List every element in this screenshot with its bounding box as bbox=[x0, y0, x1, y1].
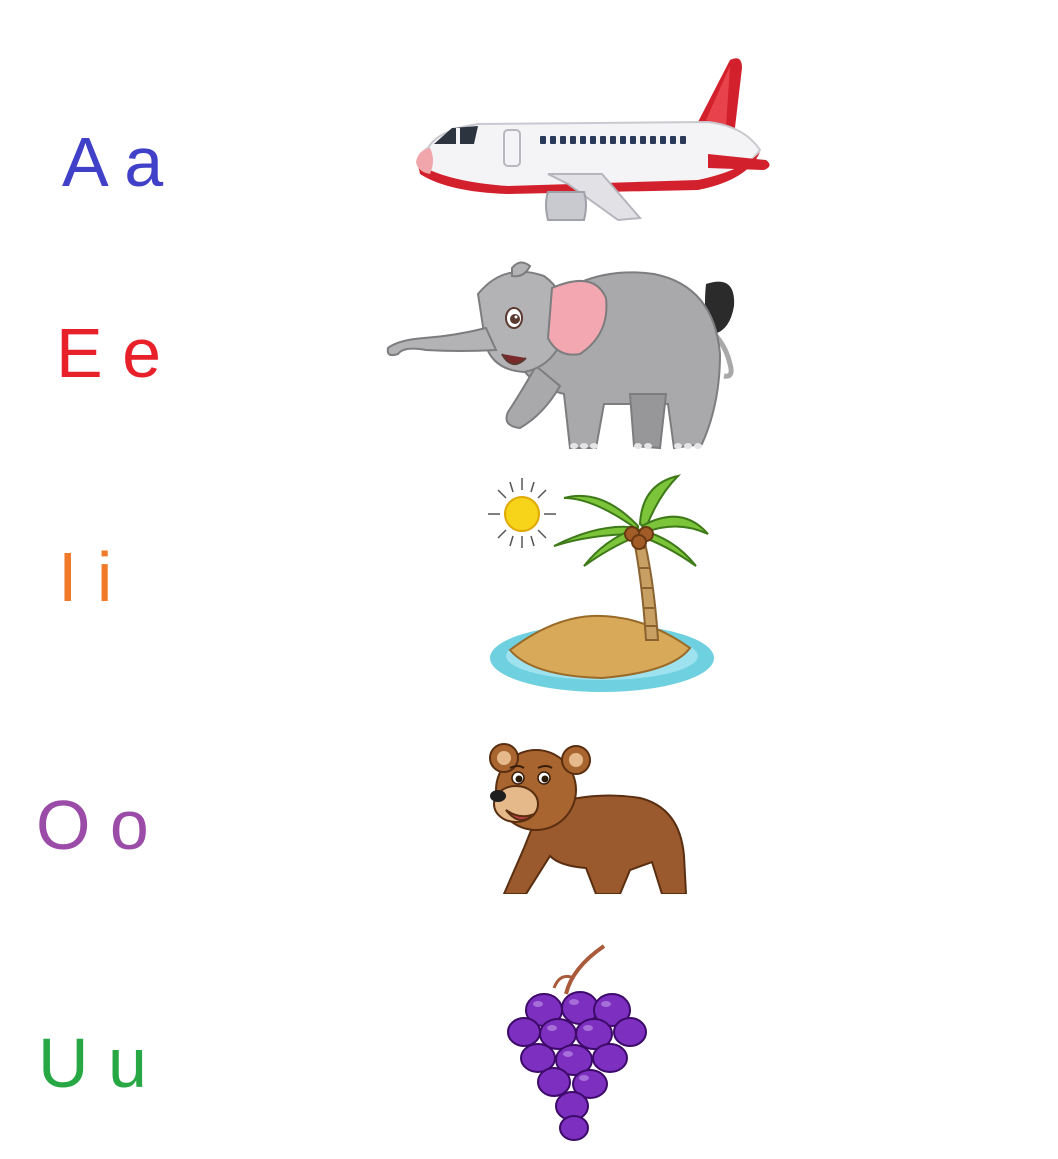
vowel-letters-e: E e bbox=[56, 314, 162, 392]
airplane-icon bbox=[408, 52, 776, 228]
vowel-letters-i: I i bbox=[58, 538, 113, 616]
vowel-row-o: O o bbox=[0, 710, 1058, 910]
palm-island-icon bbox=[482, 468, 714, 706]
vowel-row-i: I i bbox=[0, 460, 1058, 710]
grapes-icon bbox=[500, 938, 656, 1148]
vowel-letters-o: O o bbox=[36, 786, 149, 864]
vowel-letters-a: A a bbox=[62, 123, 164, 201]
elephant-icon bbox=[384, 254, 740, 454]
vowel-letters-u: U u bbox=[38, 1024, 147, 1102]
vowel-row-e: E e bbox=[0, 230, 1058, 460]
vowel-row-u: U u bbox=[0, 910, 1058, 1159]
vowel-row-a: A a bbox=[0, 0, 1058, 230]
bear-icon bbox=[480, 738, 688, 894]
